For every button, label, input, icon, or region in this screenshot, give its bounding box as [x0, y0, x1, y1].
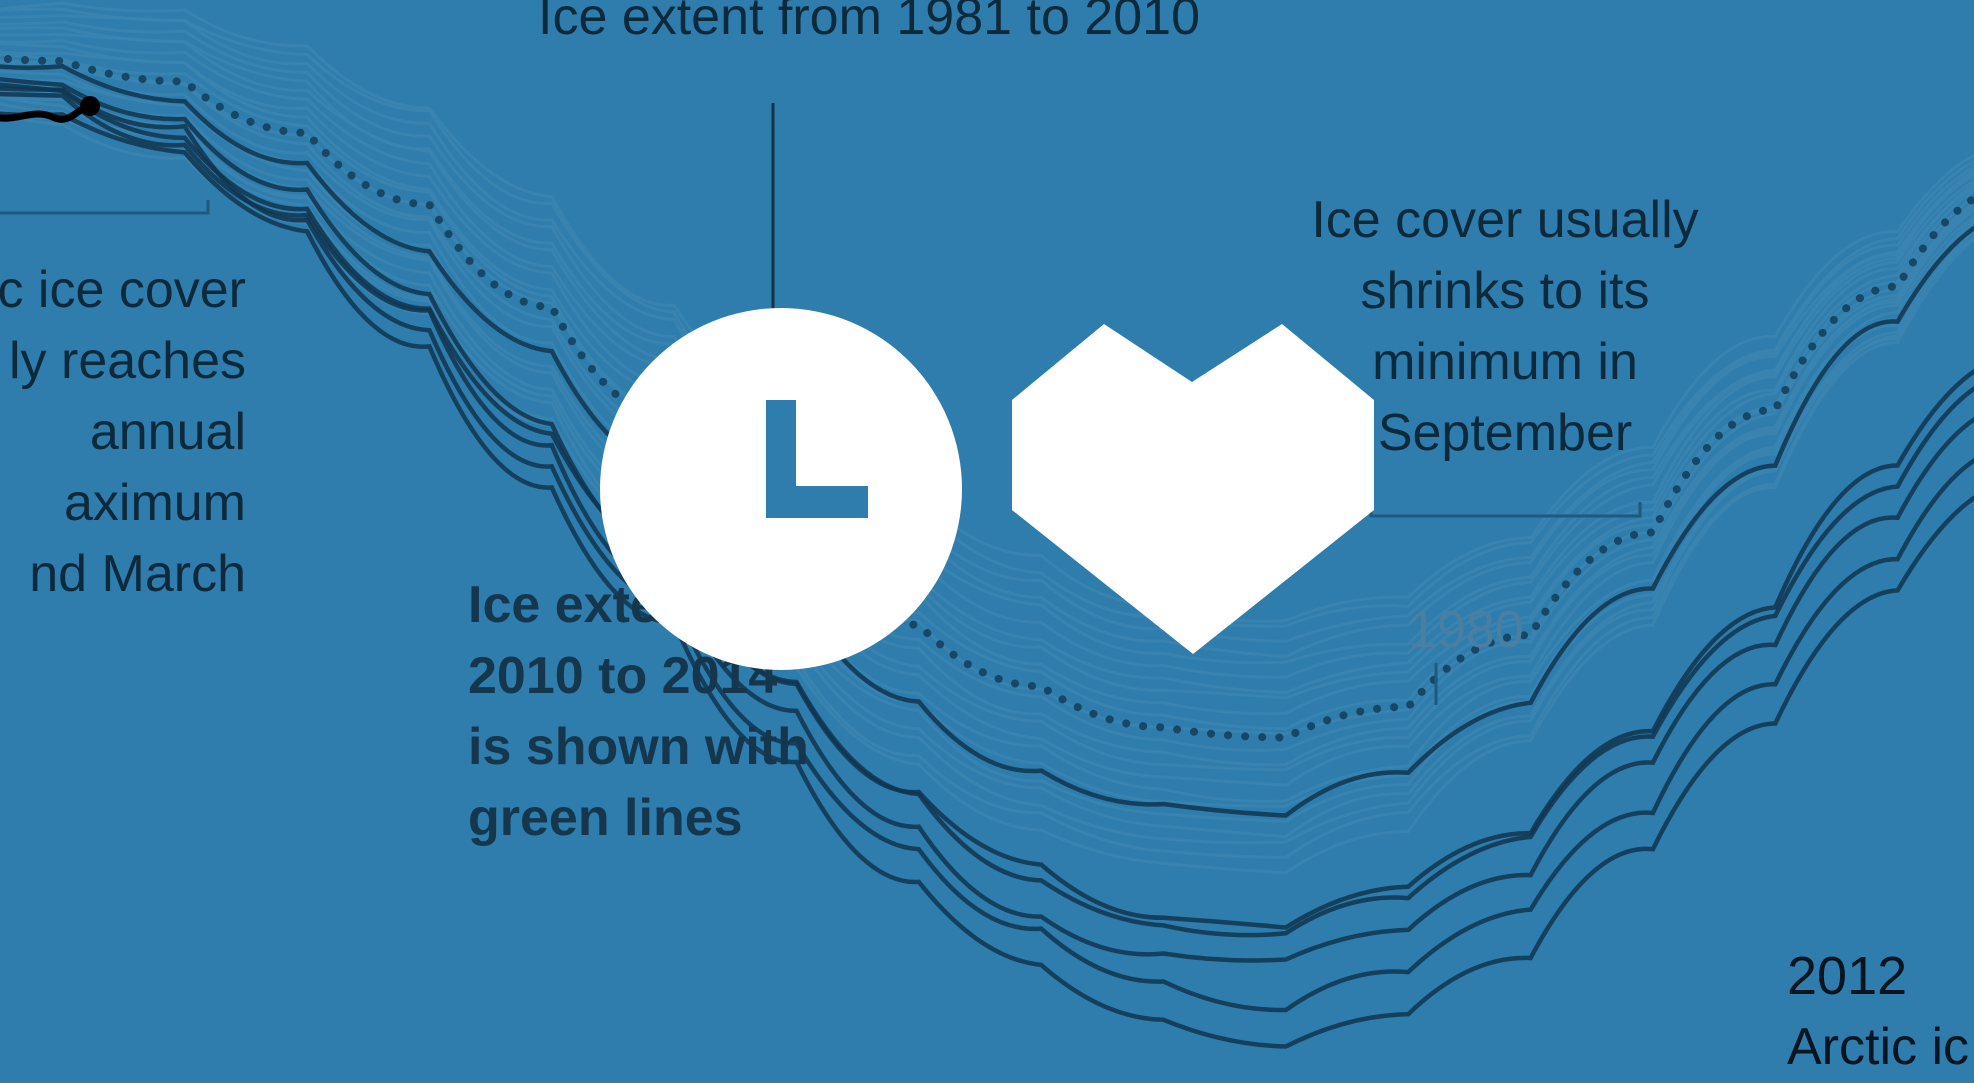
clock-button[interactable]: [600, 308, 962, 670]
historical-year-line: [0, 52, 1974, 731]
heart-button[interactable]: [1012, 322, 1374, 656]
max-note-line-5: nd March: [29, 545, 246, 603]
recent-year-line: [0, 63, 1974, 818]
year-2012-sublabel: Arctic ic: [1787, 1018, 1969, 1076]
max-note-line-2: ly reaches: [9, 332, 246, 390]
min-annotation: Ice cover usually shrinks to its minimum…: [1280, 185, 1730, 469]
historical-year-line: [0, 77, 1974, 803]
heart-icon: [1012, 324, 1374, 654]
historical-year-line: [0, 59, 1974, 736]
year-1980-label: 1980: [1408, 601, 1524, 659]
recent-year-line: [0, 82, 1974, 930]
historical-year-line: [0, 32, 1974, 679]
recent-note-line-4: green lines: [468, 789, 743, 847]
year-2012-label: 2012: [1787, 946, 1908, 1006]
recent-year-line: [0, 111, 1974, 1049]
historical-year-line: [0, 26, 1974, 665]
min-note-line-1: Ice cover usually: [1311, 191, 1699, 249]
historical-year-line: [0, 7, 1974, 628]
recent-year-line: [0, 77, 1974, 938]
average-line: [0, 54, 1974, 742]
historical-year-line: [0, 39, 1974, 695]
historical-year-line: [0, 20, 1974, 659]
historical-year-line: [0, 93, 1974, 823]
average-dotted-line: [0, 54, 1974, 742]
historical-year-line: [0, 41, 1974, 700]
ice-extent-chart: [0, 1, 1974, 1049]
recent-note-line-1: Ice exte: [468, 576, 659, 634]
recent-year-line: [0, 86, 1974, 1013]
historical-year-line: [0, 58, 1974, 752]
clock-icon: [600, 308, 962, 670]
min-note-line-4: September: [1377, 404, 1633, 462]
max-note-line-4: aximum: [63, 474, 246, 532]
max-annotation: c ice cover ly reaches annual aximum nd …: [0, 255, 246, 610]
max-note-line-3: annual: [89, 403, 246, 461]
max-bracket: [0, 200, 210, 215]
current-year-dot: [80, 96, 100, 116]
max-note-line-1: c ice cover: [0, 261, 246, 319]
historical-year-line: [0, 51, 1974, 716]
historical-year-line: [0, 1, 1974, 623]
min-note-line-3: minimum in: [1372, 333, 1638, 391]
historical-year-line: [0, 76, 1974, 787]
historical-year-line: [0, 14, 1974, 643]
historical-year-line: [0, 60, 1974, 767]
min-note-line-2: shrinks to its: [1360, 262, 1650, 320]
current-year-endpoint: [0, 96, 100, 123]
recent-note-line-3: is shown with: [468, 718, 809, 776]
average-range-label: Ice extent from 1981 to 2010: [538, 0, 1200, 46]
recent-year-line: [0, 91, 1974, 963]
recent-lines: [0, 63, 1974, 1049]
